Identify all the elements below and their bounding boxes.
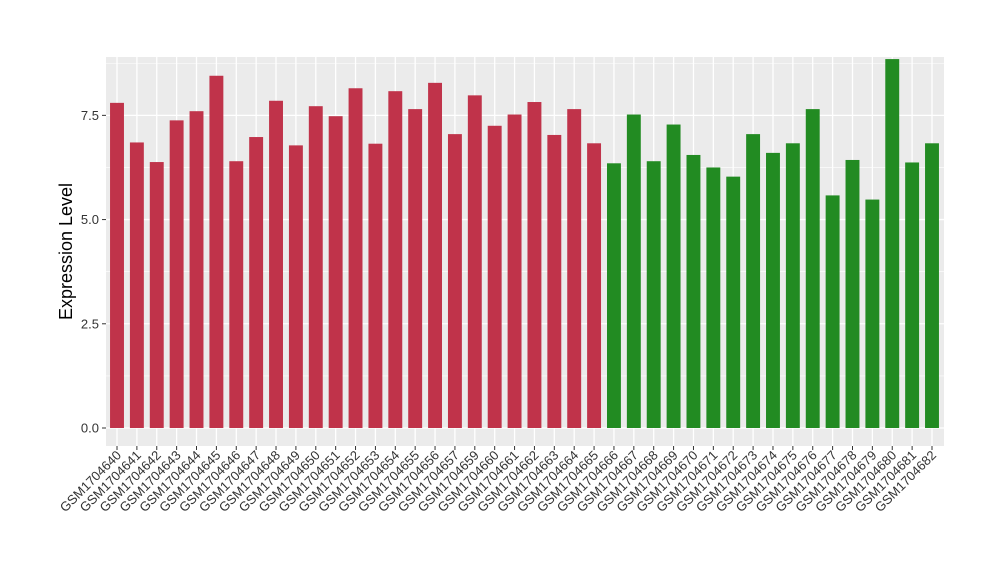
x-axis: GSM1704640GSM1704641GSM1704642GSM1704643…: [57, 446, 939, 515]
bar-GSM1704655: [408, 109, 423, 428]
bar-GSM1704679: [865, 199, 880, 428]
bar-GSM1704673: [746, 134, 761, 428]
bar-GSM1704642: [149, 162, 164, 429]
bar-GSM1704675: [785, 143, 800, 428]
bar-GSM1704654: [388, 91, 403, 429]
bar-GSM1704668: [646, 161, 661, 428]
bar-GSM1704651: [328, 116, 343, 428]
bar-GSM1704663: [547, 134, 562, 428]
bar-GSM1704672: [726, 176, 741, 428]
y-axis-title: Expression Level: [56, 183, 76, 320]
bar-GSM1704645: [209, 75, 224, 429]
bar-GSM1704664: [567, 109, 582, 428]
bar-GSM1704657: [447, 134, 462, 428]
bar-GSM1704643: [169, 120, 184, 428]
bar-GSM1704646: [229, 161, 244, 428]
bars: [110, 59, 939, 429]
bar-GSM1704676: [805, 109, 820, 428]
bar-GSM1704669: [666, 124, 681, 428]
bar-GSM1704650: [308, 106, 323, 428]
bar-GSM1704649: [288, 145, 303, 428]
bar-GSM1704659: [467, 95, 482, 429]
bar-GSM1704656: [428, 82, 443, 428]
bar-GSM1704640: [110, 102, 124, 428]
y-tick-label: 2.5: [81, 316, 99, 331]
bar-GSM1704665: [587, 143, 602, 428]
bar-GSM1704680: [885, 59, 900, 429]
y-axis: 0.0 2.5 5.0 7.5: [81, 108, 106, 436]
bar-GSM1704653: [368, 143, 383, 428]
bar-GSM1704666: [606, 163, 621, 428]
bar-GSM1704661: [507, 114, 522, 428]
bar-GSM1704644: [189, 111, 204, 428]
bar-GSM1704681: [905, 162, 920, 428]
bar-GSM1704641: [129, 142, 144, 428]
bar-GSM1704678: [845, 159, 860, 428]
bar-GSM1704647: [249, 137, 264, 428]
bar-GSM1704662: [527, 102, 542, 428]
bar-GSM1704670: [686, 154, 701, 428]
y-tick-label: 0.0: [81, 421, 99, 436]
y-tick-label: 7.5: [81, 108, 99, 123]
bar-GSM1704660: [487, 125, 502, 429]
bar-GSM1704648: [269, 100, 283, 429]
bar-GSM1704671: [706, 167, 721, 428]
plot-panel: [106, 57, 944, 446]
bar-GSM1704667: [626, 114, 641, 428]
bar-GSM1704677: [825, 195, 840, 428]
bar-GSM1704652: [348, 88, 363, 429]
bar-GSM1704682: [925, 143, 939, 428]
bar-GSM1704674: [766, 152, 780, 428]
y-tick-label: 5.0: [81, 212, 99, 227]
